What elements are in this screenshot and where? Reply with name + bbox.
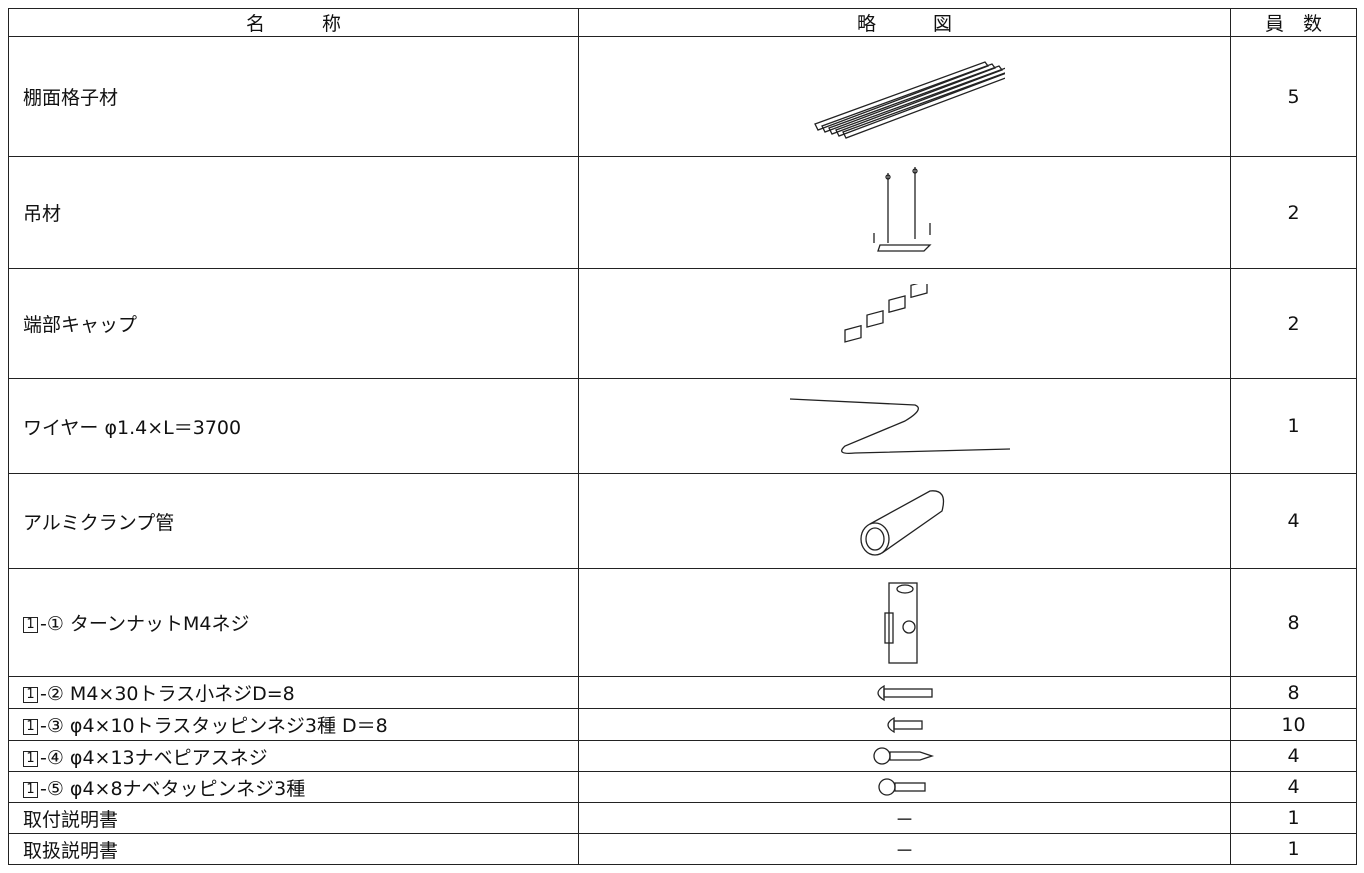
cap-figure <box>843 283 928 343</box>
figure-cell: － <box>578 802 1231 834</box>
quantity: 2 <box>1230 268 1357 379</box>
row: 取扱説明書 － 1 <box>8 833 1357 865</box>
screw-figure <box>886 716 923 733</box>
row: ワイヤー φ1.4×L＝3700 1 <box>8 378 1357 474</box>
screw-figure <box>872 747 934 765</box>
name-cell: ワイヤー φ1.4×L＝3700 <box>8 378 579 474</box>
figure-cell <box>578 568 1231 677</box>
quantity: 4 <box>1230 771 1357 803</box>
item-name: 端部キャップ <box>23 314 138 336</box>
screw-figure <box>877 778 926 796</box>
figure-cell <box>578 708 1231 741</box>
figure-text: － <box>894 839 914 862</box>
name-cell: 1 -⑤ φ4×8ナベタッピンネジ3種 <box>8 771 579 803</box>
item-name: -② M4×30トラス小ネジD=8 <box>40 683 295 705</box>
figure-cell: － <box>578 833 1231 865</box>
figure-cell <box>578 740 1231 772</box>
header-cell: 略 図 <box>578 8 1231 37</box>
box-number: 1 <box>23 687 38 703</box>
table-body: 棚面格子材 5 吊材 2 端部キャップ 2 ワイヤー φ1.4×L＝3700 1 アルミクランプ… <box>8 36 1357 865</box>
lattice-figure <box>813 60 1005 139</box>
header-row: 名 称 略 図 員 数 <box>8 8 1357 37</box>
figure-cell <box>578 473 1231 569</box>
item-name: 棚面格子材 <box>23 87 119 109</box>
box-number: 1 <box>23 781 38 798</box>
name-cell: 吊材 <box>8 156 579 269</box>
quantity: 1 <box>1230 802 1357 834</box>
item-name: 取扱説明書 <box>23 839 119 862</box>
parts-table: 名 称 略 図 員 数 棚面格子材 5 吊材 2 端部キャップ 2 ワイヤー φ1.4×L＝… <box>8 8 1357 865</box>
header-cell: 員 数 <box>1230 8 1357 37</box>
row: アルミクランプ管 4 <box>8 473 1357 569</box>
name-cell: 取付説明書 <box>8 802 579 834</box>
row: 1 -⑤ φ4×8ナベタッピンネジ3種 4 <box>8 771 1357 803</box>
item-name: -④ φ4×13ナベピアスネジ <box>40 746 268 769</box>
quantity: 10 <box>1230 708 1357 741</box>
turn-nut-figure <box>883 581 918 664</box>
hanger-figure <box>872 166 932 252</box>
item-name: -⑤ φ4×8ナベタッピンネジ3種 <box>40 777 306 800</box>
quantity: 8 <box>1230 676 1357 709</box>
figure-cell <box>578 36 1231 157</box>
row: 吊材 2 <box>8 156 1357 269</box>
name-cell: アルミクランプ管 <box>8 473 579 569</box>
row: 1 -④ φ4×13ナベピアスネジ 4 <box>8 740 1357 772</box>
quantity: 4 <box>1230 740 1357 772</box>
item-name: 吊材 <box>23 203 62 225</box>
quantity: 2 <box>1230 156 1357 269</box>
name-cell: 1 -② M4×30トラス小ネジD=8 <box>8 676 579 709</box>
pipe-figure <box>859 490 944 556</box>
row: 取付説明書 － 1 <box>8 802 1357 834</box>
name-cell: 1 -③ φ4×10トラスタッピンネジ3種 D＝8 <box>8 708 579 741</box>
item-name: 取付説明書 <box>23 808 119 831</box>
name-cell: 端部キャップ <box>8 268 579 379</box>
quantity: 5 <box>1230 36 1357 157</box>
quantity: 1 <box>1230 378 1357 474</box>
screw-figure <box>876 684 933 701</box>
wire-figure <box>789 398 1010 454</box>
header-cell: 名 称 <box>8 8 579 37</box>
quantity: 8 <box>1230 568 1357 677</box>
figure-cell <box>578 771 1231 803</box>
item-name: -③ φ4×10トラスタッピンネジ3種 D＝8 <box>40 715 388 737</box>
row: 1 -③ φ4×10トラスタッピンネジ3種 D＝8 10 <box>8 708 1357 741</box>
box-number: 1 <box>23 750 38 767</box>
row: 棚面格子材 5 <box>8 36 1357 157</box>
figure-cell <box>578 378 1231 474</box>
row: 1 -① ターンナットM4ネジ 8 <box>8 568 1357 677</box>
box-number: 1 <box>23 617 38 633</box>
item-name: アルミクランプ管 <box>23 511 175 534</box>
name-cell: 1 -① ターンナットM4ネジ <box>8 568 579 677</box>
name-cell: 棚面格子材 <box>8 36 579 157</box>
row: 端部キャップ 2 <box>8 268 1357 379</box>
item-name: ワイヤー φ1.4×L＝3700 <box>23 416 242 439</box>
name-cell: 取扱説明書 <box>8 833 579 865</box>
figure-text: － <box>894 808 914 831</box>
item-name: -① ターンナットM4ネジ <box>40 613 250 635</box>
row: 1 -② M4×30トラス小ネジD=8 8 <box>8 676 1357 709</box>
figure-cell <box>578 156 1231 269</box>
figure-cell <box>578 676 1231 709</box>
figure-cell <box>578 268 1231 379</box>
quantity: 4 <box>1230 473 1357 569</box>
name-cell: 1 -④ φ4×13ナベピアスネジ <box>8 740 579 772</box>
quantity: 1 <box>1230 833 1357 865</box>
box-number: 1 <box>23 719 38 735</box>
